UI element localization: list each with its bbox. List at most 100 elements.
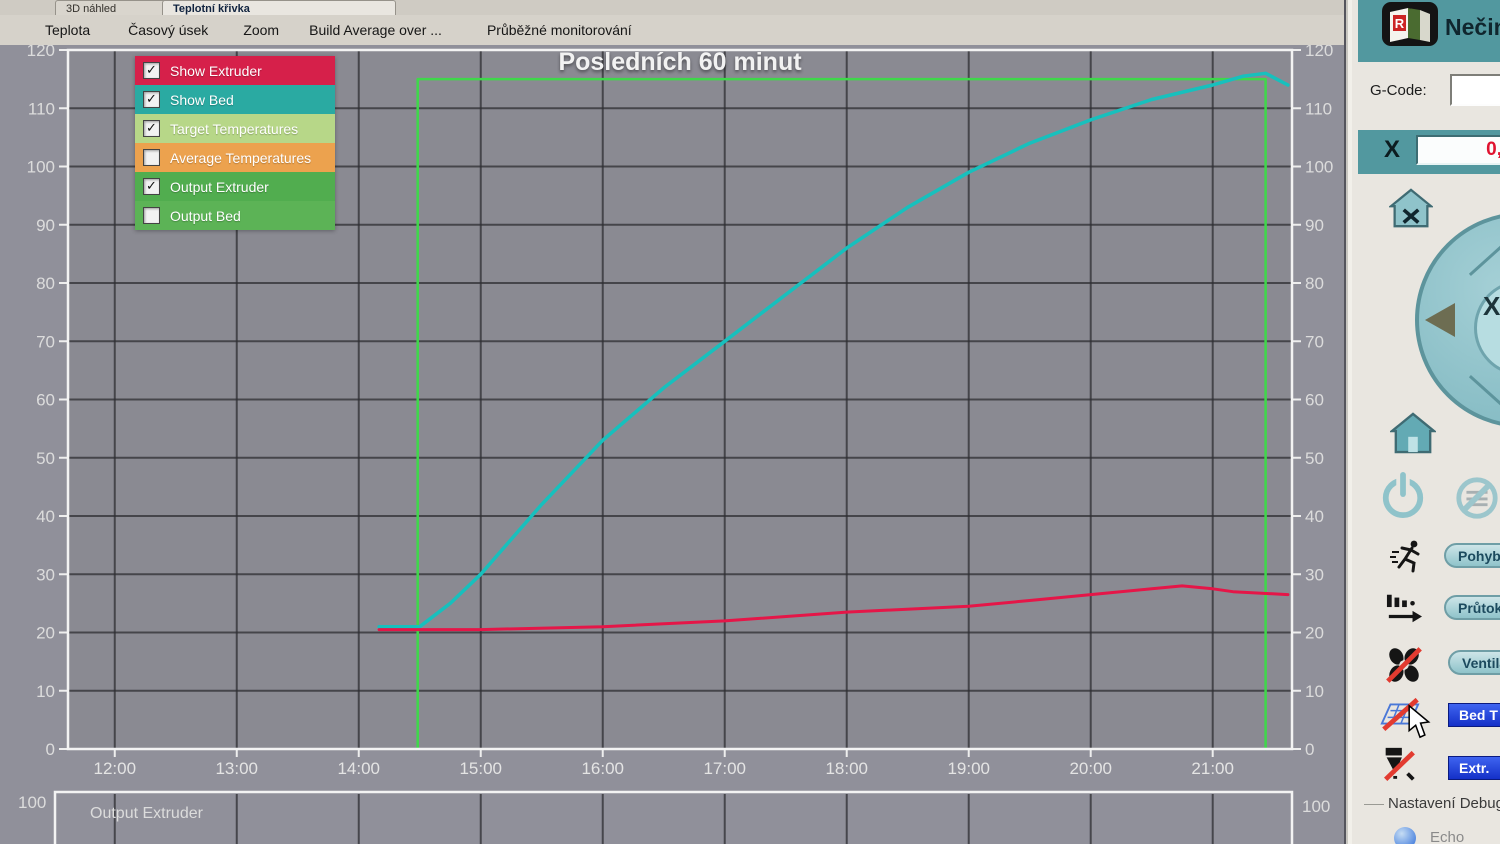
y-axis-label-left: 110 [28, 99, 55, 118]
jog-left-arrow-icon[interactable] [1425, 303, 1455, 337]
x-axis-label: X [1384, 136, 1401, 163]
panel-splitter[interactable] [1344, 0, 1352, 844]
x-axis-label: 19:00 [947, 759, 990, 778]
home-x-icon[interactable] [1387, 188, 1435, 233]
legend-checkbox[interactable]: ✓ [143, 120, 160, 137]
y-axis-label-left: 0 [46, 740, 55, 759]
y-axis-label-right: 40 [1305, 507, 1324, 526]
gcode-input[interactable] [1450, 74, 1500, 106]
y-axis-label-left: 30 [36, 565, 55, 584]
debug-settings-label: Nastavení Debug [1388, 795, 1500, 812]
chart-legend: ✓ Show Extruder ✓ Show Bed ✓ Target Temperatu… [135, 56, 335, 230]
fan-off-icon[interactable] [1384, 643, 1424, 692]
feedrate-button[interactable]: Pohyb [1444, 543, 1500, 568]
temperature-panel: 0 0 10 10 20 20 30 30 40 40 50 50 60 60 70 70 80 80 90 90 10… [0, 45, 1344, 844]
x-axis-label: 15:00 [459, 759, 502, 778]
y-axis-label-right: 100 [1305, 158, 1333, 177]
x-axis-label: 12:00 [93, 759, 136, 778]
series-target-temperatures [416, 77, 1267, 751]
legend-label: Average Temperatures [170, 149, 312, 166]
extruder-heat-off-icon[interactable] [1379, 745, 1419, 790]
legend-checkbox[interactable]: ✓ [143, 91, 160, 108]
output-axis-label-right: 100 [1302, 797, 1331, 816]
legend-item-show-bed[interactable]: ✓ Show Bed [135, 85, 335, 114]
y-axis-label-right: 70 [1305, 332, 1324, 351]
y-axis-label-left: 40 [36, 507, 55, 526]
legend-item-output-extruder[interactable]: ✓ Output Extruder [135, 172, 335, 201]
y-axis-label-right: 110 [1305, 99, 1332, 118]
power-off-icon[interactable] [1454, 475, 1500, 526]
x-position-value: 0, [1416, 135, 1500, 165]
series-show-bed [377, 71, 1290, 629]
y-axis-label-right: 30 [1305, 565, 1324, 584]
menu-item-2[interactable]: Zoom [243, 22, 280, 38]
legend-label: Output Bed [170, 207, 241, 224]
power-icon[interactable] [1380, 471, 1426, 526]
legend-checkbox[interactable]: ✓ [143, 178, 160, 195]
svg-text:R: R [1395, 16, 1405, 31]
menu-item-0[interactable]: Teplota [45, 22, 91, 38]
series-show-extruder [377, 584, 1290, 632]
legend-item-target-temperatures[interactable]: ✓ Target Temperatures [135, 114, 335, 143]
legend-checkbox[interactable] [143, 207, 160, 224]
menu-item-4[interactable]: Průběžné monitorování [486, 22, 632, 38]
x-axis-row: X 0, [1358, 130, 1500, 174]
home-icon[interactable] [1388, 412, 1438, 459]
y-axis-label-left: 20 [36, 624, 55, 643]
flowrate-button[interactable]: Průtok [1444, 595, 1500, 620]
x-axis-label: 17:00 [703, 759, 746, 778]
y-axis-label-right: 10 [1305, 682, 1324, 701]
echo-label: Echo [1430, 829, 1465, 844]
tab-3d-n-hled[interactable]: 3D náhled [55, 0, 175, 15]
x-axis-label: 21:00 [1191, 759, 1234, 778]
x-axis-label: 18:00 [825, 759, 868, 778]
tab-teplotn-k-ivka[interactable]: Teplotní křivka [162, 0, 396, 15]
legend-item-output-bed[interactable]: Output Bed [135, 201, 335, 230]
y-axis-label-right: 0 [1305, 740, 1314, 759]
menu-item-1[interactable]: Časový úsek [128, 22, 209, 38]
x-axis-label: 20:00 [1069, 759, 1112, 778]
y-axis-label-right: 20 [1305, 624, 1324, 643]
legend-label: Show Bed [170, 91, 234, 108]
y-axis-label-right: 50 [1305, 449, 1324, 468]
legend-label: Target Temperatures [170, 120, 299, 137]
plot-frame [66, 48, 1294, 751]
extruder-temp-button[interactable]: Extr. [1448, 756, 1500, 780]
legend-item-show-extruder[interactable]: ✓ Show Extruder [135, 56, 335, 85]
gcode-label: G-Code: [1370, 82, 1427, 99]
x-axis-label: 16:00 [581, 759, 624, 778]
y-axis-label-left: 50 [36, 449, 55, 468]
y-axis-label-left: 120 [27, 45, 55, 60]
y-axis-label-left: 10 [36, 682, 55, 701]
legend-label: Output Extruder [170, 178, 269, 195]
x-axis-label: 14:00 [337, 759, 380, 778]
echo-icon[interactable] [1394, 827, 1416, 844]
legend-checkbox[interactable]: ✓ [143, 62, 160, 79]
status-header: R [1358, 0, 1500, 62]
dpad-x-marker: X [1483, 291, 1500, 321]
y-axis-label-right: 120 [1305, 45, 1333, 60]
legend-item-average-temperatures[interactable]: Average Temperatures [135, 143, 335, 172]
output-axis-label-left: 100 [18, 793, 47, 812]
y-axis-label-left: 60 [36, 391, 55, 410]
x-axis-label: 13:00 [215, 759, 258, 778]
fan-button[interactable]: Ventilátor [1448, 650, 1500, 675]
bed-heat-off-icon[interactable] [1379, 693, 1421, 740]
menu-bar: Teplota Časový úsek Zoom Build Average over… [0, 15, 1344, 45]
tab-strip: 3D náhled Teplotní křivka [0, 0, 1344, 16]
bed-temp-button[interactable]: Bed T [1448, 703, 1500, 727]
output-panel-title: Output Extruder [90, 805, 203, 822]
legend-label: Show Extruder [170, 62, 262, 79]
repetier-logo-icon: R [1382, 2, 1438, 48]
legend-checkbox[interactable] [143, 149, 160, 166]
y-axis-label-left: 70 [36, 332, 55, 351]
speed-icon[interactable] [1390, 538, 1426, 579]
y-axis-label-right: 60 [1305, 391, 1324, 410]
flowrate-icon[interactable] [1385, 590, 1423, 631]
printer-status: Nečinný [1445, 14, 1500, 40]
menu-item-3[interactable]: Build Average over ... [309, 22, 442, 38]
y-axis-label-left: 90 [36, 216, 55, 235]
output-panel-frame [53, 790, 1294, 844]
y-axis-label-left: 80 [36, 274, 55, 293]
y-axis-label-right: 90 [1305, 216, 1324, 235]
